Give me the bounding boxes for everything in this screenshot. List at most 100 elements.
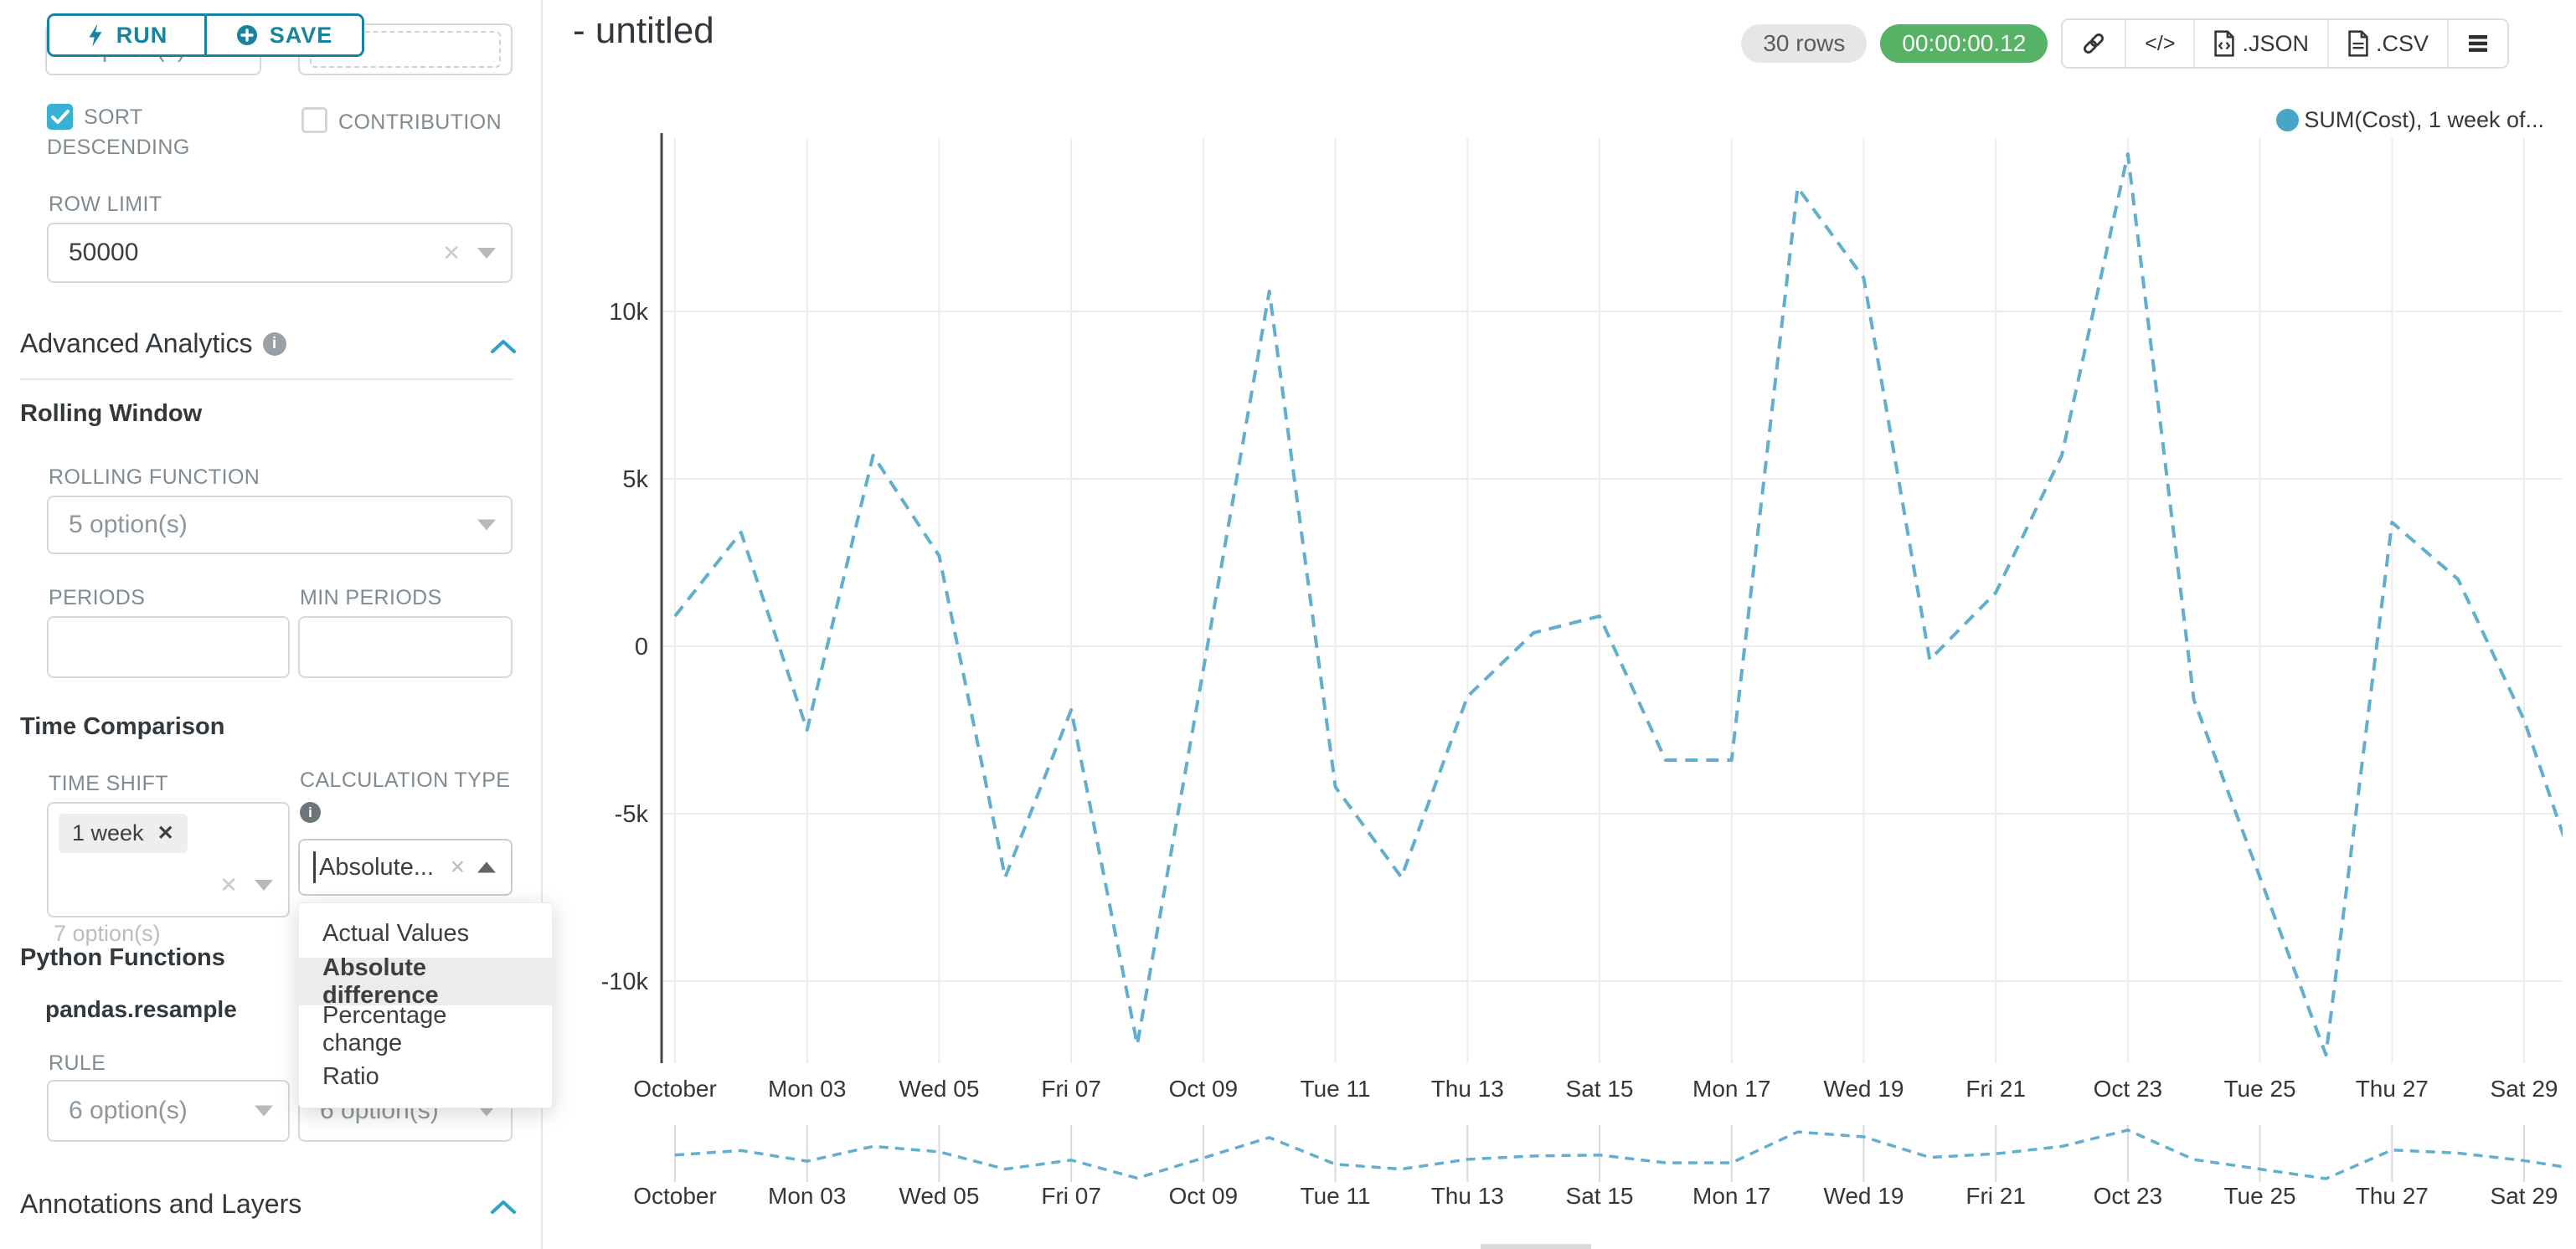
svg-text:Wed 19: Wed 19 <box>1823 1076 1904 1102</box>
svg-text:Tue 11: Tue 11 <box>1301 1183 1371 1209</box>
run-save-button-group: RUN SAVE <box>47 13 364 57</box>
rule-select-value: 6 option(s) <box>69 1097 188 1124</box>
svg-text:Thu 27: Thu 27 <box>2356 1183 2429 1209</box>
periods-label: PERIODS <box>49 586 146 609</box>
svg-text:Thu 13: Thu 13 <box>1431 1076 1504 1102</box>
plus-circle-icon <box>236 25 257 45</box>
contribution-label: CONTRIBUTION <box>338 111 502 134</box>
check-icon <box>50 109 70 124</box>
calculation-type-select[interactable]: Absolute... ✕ <box>298 839 513 896</box>
sort-descending-label-line1: SORT <box>84 105 143 129</box>
info-icon: i <box>300 802 321 823</box>
python-functions-title: Python Functions <box>20 944 225 971</box>
save-button[interactable]: SAVE <box>207 16 362 54</box>
svg-text:October: October <box>633 1183 717 1209</box>
save-button-label: SAVE <box>269 22 333 48</box>
more-options-menu-button[interactable] <box>2449 20 2507 67</box>
clear-icon[interactable]: ✕ <box>442 240 461 265</box>
time-shift-tag: 1 week ✕ <box>59 814 188 853</box>
svg-text:Wed 05: Wed 05 <box>899 1076 979 1102</box>
calculation-type-value: Absolute... <box>319 853 435 881</box>
svg-text:October: October <box>633 1076 717 1102</box>
sort-descending-checkbox[interactable] <box>47 104 73 130</box>
dropdown-option-absolute-difference[interactable]: Absolute difference <box>299 954 552 1009</box>
chevron-down-icon[interactable] <box>477 519 496 531</box>
share-link-button[interactable] <box>2063 20 2127 67</box>
export-json-button[interactable]: .JSON <box>2195 20 2329 67</box>
svg-text:Mon 17: Mon 17 <box>1692 1076 1770 1102</box>
run-button[interactable]: RUN <box>49 16 207 54</box>
dropdown-option-actual-values[interactable]: Actual Values <box>322 920 470 947</box>
svg-text:Fri 07: Fri 07 <box>1041 1183 1101 1209</box>
time-shift-label: TIME SHIFT <box>49 772 168 795</box>
rule-label: RULE <box>49 1051 106 1075</box>
main-chart[interactable]: October October Mon 03 Mon 03 Wed 05 Wed 05 Fr… <box>541 75 2576 1222</box>
chart-legend[interactable]: SUM(Cost), 1 week of... <box>2276 107 2544 133</box>
clear-icon[interactable]: ✕ <box>449 856 466 878</box>
chevron-up-icon[interactable] <box>477 861 496 873</box>
svg-text:Mon 03: Mon 03 <box>768 1183 846 1209</box>
min-periods-input[interactable] <box>298 616 513 678</box>
svg-text:Tue 25: Tue 25 <box>2223 1076 2295 1102</box>
svg-text:Fri 07: Fri 07 <box>1041 1076 1101 1102</box>
time-shift-tag-text: 1 week <box>72 820 144 846</box>
rolling-function-value: 5 option(s) <box>69 511 188 538</box>
legend-series-label: SUM(Cost), 1 week of... <box>2304 107 2544 132</box>
chart-title[interactable]: - untitled <box>573 10 714 51</box>
svg-text:Oct 09: Oct 09 <box>1169 1183 1238 1209</box>
clear-icon[interactable]: ✕ <box>219 872 238 897</box>
annotations-layers-header[interactable]: Annotations and Layers <box>20 1189 302 1219</box>
svg-text:Wed 05: Wed 05 <box>899 1183 979 1209</box>
chevron-down-icon[interactable] <box>255 879 273 891</box>
rolling-function-select[interactable]: 5 option(s) <box>47 496 513 554</box>
sort-descending-label-line2: DESCENDING <box>47 136 190 159</box>
calculation-type-dropdown: Actual Values Absolute difference Percen… <box>298 902 553 1108</box>
export-button-group: </> .JSON .CSV <box>2061 18 2509 69</box>
rule-select[interactable]: 6 option(s) <box>47 1080 290 1142</box>
svg-text:Fri 21: Fri 21 <box>1965 1183 2026 1209</box>
export-csv-button[interactable]: .CSV <box>2329 20 2449 67</box>
time-comparison-title: Time Comparison <box>20 713 225 740</box>
svg-text:-10k: -10k <box>601 969 649 995</box>
svg-text:5k: 5k <box>622 466 648 493</box>
svg-text:Fri 21: Fri 21 <box>1965 1076 2026 1102</box>
row-count-badge: 30 rows <box>1741 24 1868 63</box>
remove-tag-icon[interactable]: ✕ <box>157 822 174 845</box>
dropdown-option-percentage-change[interactable]: Percentage change <box>322 1001 447 1056</box>
svg-text:Wed 19: Wed 19 <box>1823 1183 1904 1209</box>
contribution-checkbox[interactable] <box>301 107 327 133</box>
chevron-up-icon[interactable] <box>489 1199 518 1216</box>
hamburger-menu-icon <box>2469 35 2487 52</box>
dropdown-option-ratio[interactable]: Ratio <box>322 1063 379 1090</box>
legend-series-dot <box>2276 109 2300 131</box>
chevron-up-icon[interactable] <box>489 338 518 355</box>
time-shift-multiselect[interactable]: 1 week ✕ ✕ <box>47 802 290 917</box>
svg-text:Oct 23: Oct 23 <box>2094 1183 2162 1209</box>
row-limit-select[interactable]: 50000 ✕ <box>47 223 513 283</box>
svg-text:Oct 09: Oct 09 <box>1169 1076 1238 1102</box>
svg-text:0: 0 <box>635 634 648 660</box>
row-limit-label: ROW LIMIT <box>49 193 162 216</box>
lightning-bolt-icon <box>89 23 102 47</box>
min-periods-label: MIN PERIODS <box>300 586 442 609</box>
view-query-button[interactable]: </> <box>2126 20 2196 67</box>
advanced-analytics-header[interactable]: Advanced Analytics i <box>20 328 286 359</box>
svg-text:Thu 13: Thu 13 <box>1431 1183 1504 1209</box>
file-text-icon <box>2348 30 2368 57</box>
run-button-label: RUN <box>116 22 168 48</box>
svg-text:Sat 29: Sat 29 <box>2491 1076 2558 1102</box>
svg-text:Tue 11: Tue 11 <box>1301 1076 1371 1102</box>
query-timer-badge: 00:00:00.12 <box>1880 24 2048 63</box>
periods-input[interactable] <box>47 616 290 678</box>
row-limit-value: 50000 <box>69 239 139 266</box>
chevron-down-icon[interactable] <box>255 1105 273 1117</box>
horizontal-scrollbar-thumb[interactable] <box>1481 1244 1591 1249</box>
svg-text:Oct 23: Oct 23 <box>2094 1076 2162 1102</box>
time-shift-helper: 7 option(s) <box>54 921 161 946</box>
svg-text:Sat 29: Sat 29 <box>2491 1183 2558 1209</box>
svg-text:Sat 15: Sat 15 <box>1566 1076 1634 1102</box>
code-icon: </> <box>2145 31 2176 55</box>
chevron-down-icon[interactable] <box>477 247 496 259</box>
calculation-type-label: CALCULATION TYPE <box>300 768 511 792</box>
svg-text:Tue 25: Tue 25 <box>2223 1183 2295 1209</box>
